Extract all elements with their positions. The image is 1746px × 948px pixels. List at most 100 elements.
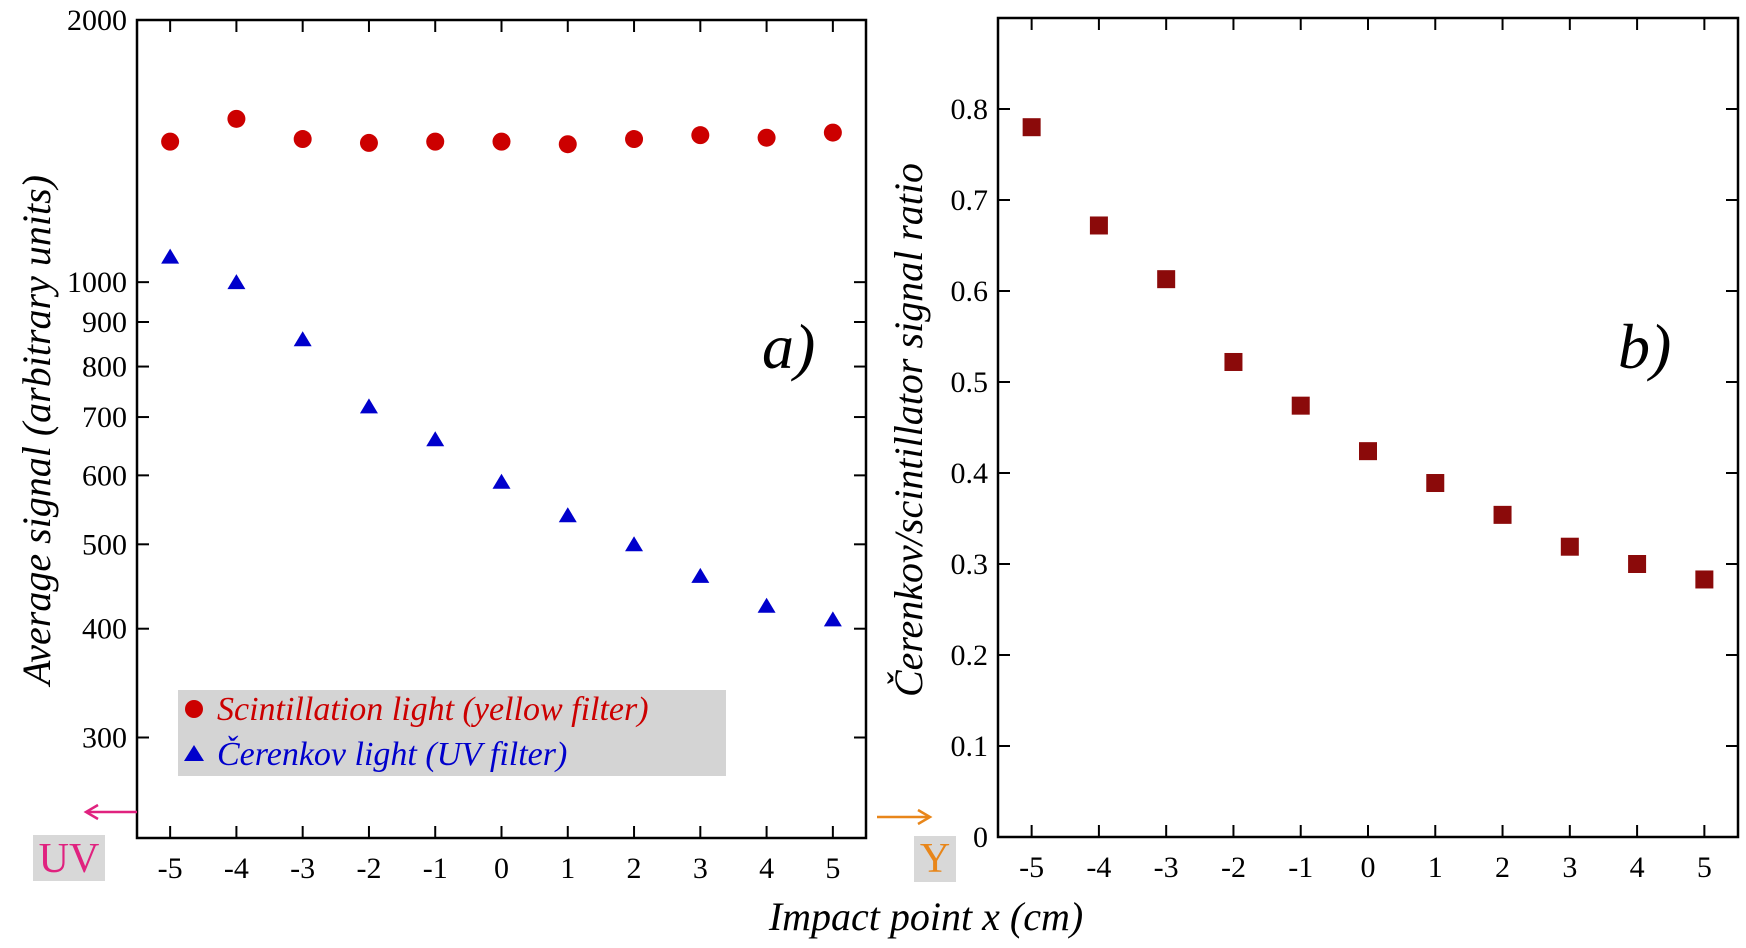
x-tick-label-b: 3 bbox=[1562, 851, 1577, 884]
cerenkov-point bbox=[359, 398, 378, 414]
y-tick-label-b: 0.1 bbox=[951, 730, 989, 763]
x-tick-label-b: -1 bbox=[1288, 851, 1313, 884]
uv-annotation: UV bbox=[33, 803, 137, 882]
y-annotation: Y bbox=[877, 808, 956, 882]
panel-b: 0 0.1 0.2 0.3 0.4 0.5 0.6 0.7 0.8 -5 -4 -3 -2 -1 0 1 2 3… bbox=[886, 16, 1740, 884]
y-tick-label-b: 0.6 bbox=[951, 275, 989, 308]
data-points-b bbox=[1022, 118, 1714, 589]
cerenkov-point bbox=[227, 274, 246, 290]
x-tick-label-a: -4 bbox=[224, 852, 249, 885]
x-tick-label-b: 2 bbox=[1495, 851, 1510, 884]
ratio-point bbox=[1695, 570, 1714, 589]
x-tick-label-a: -5 bbox=[158, 852, 183, 885]
panel-a: 300 400 500 600 700 800 900 1000 2000 -5 -4 -3 -2 -1… bbox=[14, 4, 956, 885]
y-tick-label-b: 0.4 bbox=[951, 457, 989, 490]
y-axis-title-b: Čerenkov/scintillator signal ratio bbox=[886, 163, 931, 697]
ratio-point bbox=[1628, 555, 1647, 573]
y-tick-label-a: 800 bbox=[82, 351, 127, 384]
panel-label-b: b) bbox=[1618, 311, 1671, 382]
x-tick-label-a: 1 bbox=[560, 852, 575, 885]
uv-label: UV bbox=[39, 836, 100, 882]
ratio-point bbox=[1157, 270, 1176, 289]
x-tick-label-a: 5 bbox=[825, 852, 840, 885]
legend: Scintillation light (yellow filter) Čere… bbox=[178, 690, 726, 776]
ratio-point bbox=[1022, 118, 1041, 137]
x-tick-label-b: 5 bbox=[1697, 851, 1712, 884]
x-ticks-a: -5 -4 -3 -2 -1 0 1 2 3 4 5 bbox=[158, 20, 840, 885]
cerenkov-point bbox=[558, 507, 577, 523]
scintillation-point bbox=[227, 109, 246, 128]
x-tick-label-b: 0 bbox=[1361, 851, 1376, 884]
scintillation-point bbox=[558, 135, 577, 154]
scintillation-point bbox=[691, 126, 710, 145]
cerenkov-point bbox=[757, 597, 776, 613]
scintillation-point bbox=[161, 132, 180, 151]
y-tick-label-a: 700 bbox=[82, 401, 127, 434]
y-tick-label-b: 0.5 bbox=[951, 366, 989, 399]
x-tick-label-b: -2 bbox=[1221, 851, 1246, 884]
scintillation-point bbox=[625, 130, 644, 149]
legend-background bbox=[178, 690, 726, 776]
x-tick-label-a: -2 bbox=[356, 852, 381, 885]
legend-marker-scintillation bbox=[185, 700, 203, 718]
legend-label-scintillation: Scintillation light (yellow filter) bbox=[217, 691, 649, 728]
y-arrowhead bbox=[917, 808, 933, 826]
ratio-point bbox=[1224, 352, 1243, 371]
x-tick-label-a: -3 bbox=[290, 852, 315, 885]
x-tick-label-a: 4 bbox=[759, 852, 774, 885]
cerenkov-point bbox=[426, 431, 445, 447]
x-tick-label-a: 0 bbox=[494, 852, 509, 885]
y-tick-label-b: 0.3 bbox=[951, 548, 989, 581]
y-tick-label-b: 0 bbox=[973, 821, 988, 854]
x-axis-title: Impact point x (cm) bbox=[768, 894, 1083, 939]
uv-arrowhead bbox=[83, 803, 99, 821]
y-tick-label-b: 0.2 bbox=[951, 639, 989, 672]
y-axis-title-a: Average signal (arbitrary units) bbox=[14, 175, 59, 688]
scintillation-point bbox=[426, 132, 445, 151]
y-tick-label-b: 0.8 bbox=[951, 93, 989, 126]
scintillation-point bbox=[492, 132, 511, 151]
x-tick-label-b: -3 bbox=[1154, 851, 1179, 884]
y-label-bg bbox=[914, 836, 956, 882]
cerenkov-point bbox=[161, 248, 180, 264]
panel-label-a: a) bbox=[762, 311, 815, 382]
y-tick-label-a: 1000 bbox=[67, 266, 127, 299]
ratio-point bbox=[1560, 537, 1579, 556]
x-tick-label-b: 4 bbox=[1630, 851, 1645, 884]
scintillation-point bbox=[359, 133, 378, 152]
y-tick-label-a: 400 bbox=[82, 613, 127, 646]
x-tick-label-b: -4 bbox=[1086, 851, 1111, 884]
y-tick-label-a: 2000 bbox=[67, 4, 127, 37]
uv-label-bg bbox=[33, 835, 105, 881]
y-ticks-b: 0 0.1 0.2 0.3 0.4 0.5 0.6 0.7 0.8 bbox=[951, 93, 1738, 854]
plot-frame-b bbox=[996, 16, 1740, 839]
scintillation-point bbox=[293, 130, 312, 149]
scintillation-point bbox=[757, 128, 776, 147]
data-points-a bbox=[161, 109, 842, 627]
ratio-point bbox=[1359, 442, 1377, 461]
x-tick-label-a: 3 bbox=[693, 852, 708, 885]
x-tick-label-b: 1 bbox=[1428, 851, 1443, 884]
y-ticks-a: 300 400 500 600 700 800 900 1000 2000 bbox=[67, 4, 866, 755]
y-tick-label-a: 500 bbox=[82, 528, 127, 561]
cerenkov-point bbox=[691, 567, 710, 583]
x-tick-label-a: -1 bbox=[423, 852, 448, 885]
y-tick-label-b: 0.7 bbox=[951, 184, 989, 217]
y-tick-label-a: 900 bbox=[82, 306, 127, 339]
x-tick-label-b: -5 bbox=[1019, 851, 1044, 884]
cerenkov-point bbox=[293, 331, 312, 347]
x-tick-label-a: 2 bbox=[627, 852, 642, 885]
scintillation-point bbox=[823, 123, 842, 142]
cerenkov-point bbox=[492, 473, 511, 489]
ratio-point bbox=[1089, 216, 1108, 235]
y-tick-label-a: 300 bbox=[82, 722, 127, 755]
legend-label-cerenkov: Čerenkov light (UV filter) bbox=[217, 735, 567, 773]
y-tick-label-a: 600 bbox=[82, 459, 127, 492]
cerenkov-point bbox=[823, 611, 842, 627]
x-ticks-b: -5 -4 -3 -2 -1 0 1 2 3 4 5 bbox=[1019, 18, 1712, 884]
ratio-point bbox=[1493, 505, 1512, 524]
y-label: Y bbox=[920, 836, 950, 882]
ratio-point bbox=[1291, 396, 1310, 415]
ratio-point bbox=[1426, 474, 1445, 493]
